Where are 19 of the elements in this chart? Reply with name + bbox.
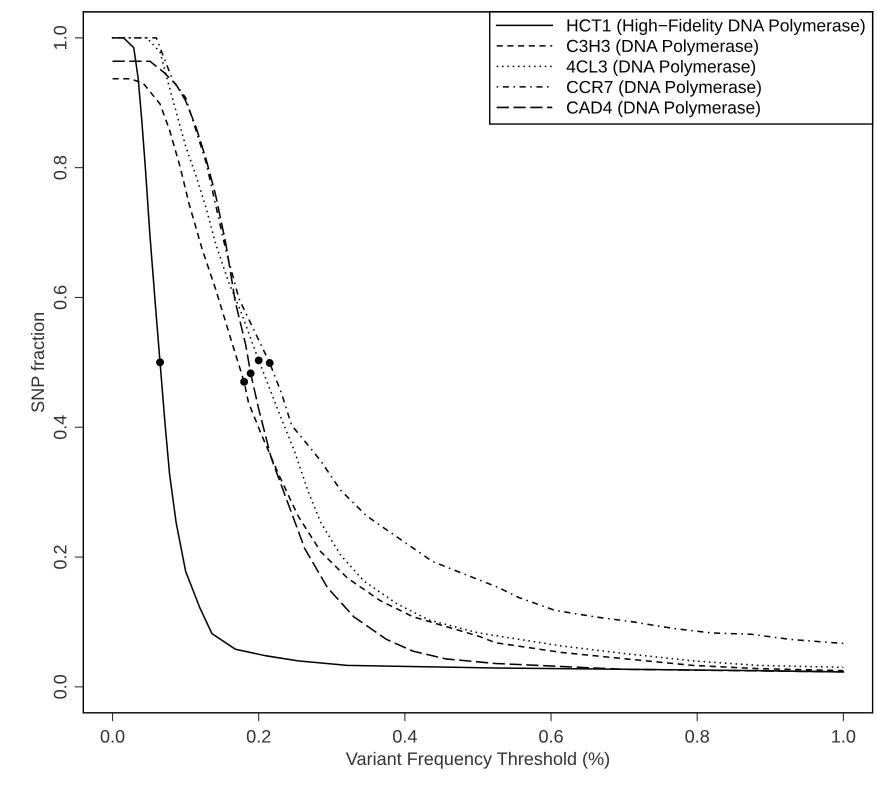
legend-label: CAD4 (DNA Polymerase) xyxy=(566,100,760,118)
y-tick-label: 0.6 xyxy=(54,286,67,310)
y-tick-label: 0.2 xyxy=(54,545,67,569)
legend-label: C3H3 (DNA Polymerase) xyxy=(566,39,758,56)
y-axis-title: SNP fraction xyxy=(30,312,44,412)
y-tick-label: 0.8 xyxy=(54,156,67,180)
x-tick-label: 0.2 xyxy=(246,730,270,743)
x-tick-label: 1.0 xyxy=(832,730,856,743)
legend-label: 4CL3 (DNA Polymerase) xyxy=(566,60,756,76)
x-axis-title: Variant Frequency Threshold (%) xyxy=(346,752,609,769)
y-tick-label: 0.0 xyxy=(54,674,67,699)
x-tick-label: 0.0 xyxy=(100,730,124,743)
y-tick-label: 0.4 xyxy=(54,415,67,440)
x-tick-label: 0.4 xyxy=(393,730,417,743)
x-tick-label: 0.6 xyxy=(539,730,563,743)
legend-label: HCT1 (High−Fidelity DNA Polymerase) xyxy=(568,18,865,36)
legend-label: CCR7 (DNA Polymerase) xyxy=(566,80,761,97)
x-tick-label: 0.8 xyxy=(685,730,709,743)
y-tick-label: 1.0 xyxy=(54,26,67,50)
